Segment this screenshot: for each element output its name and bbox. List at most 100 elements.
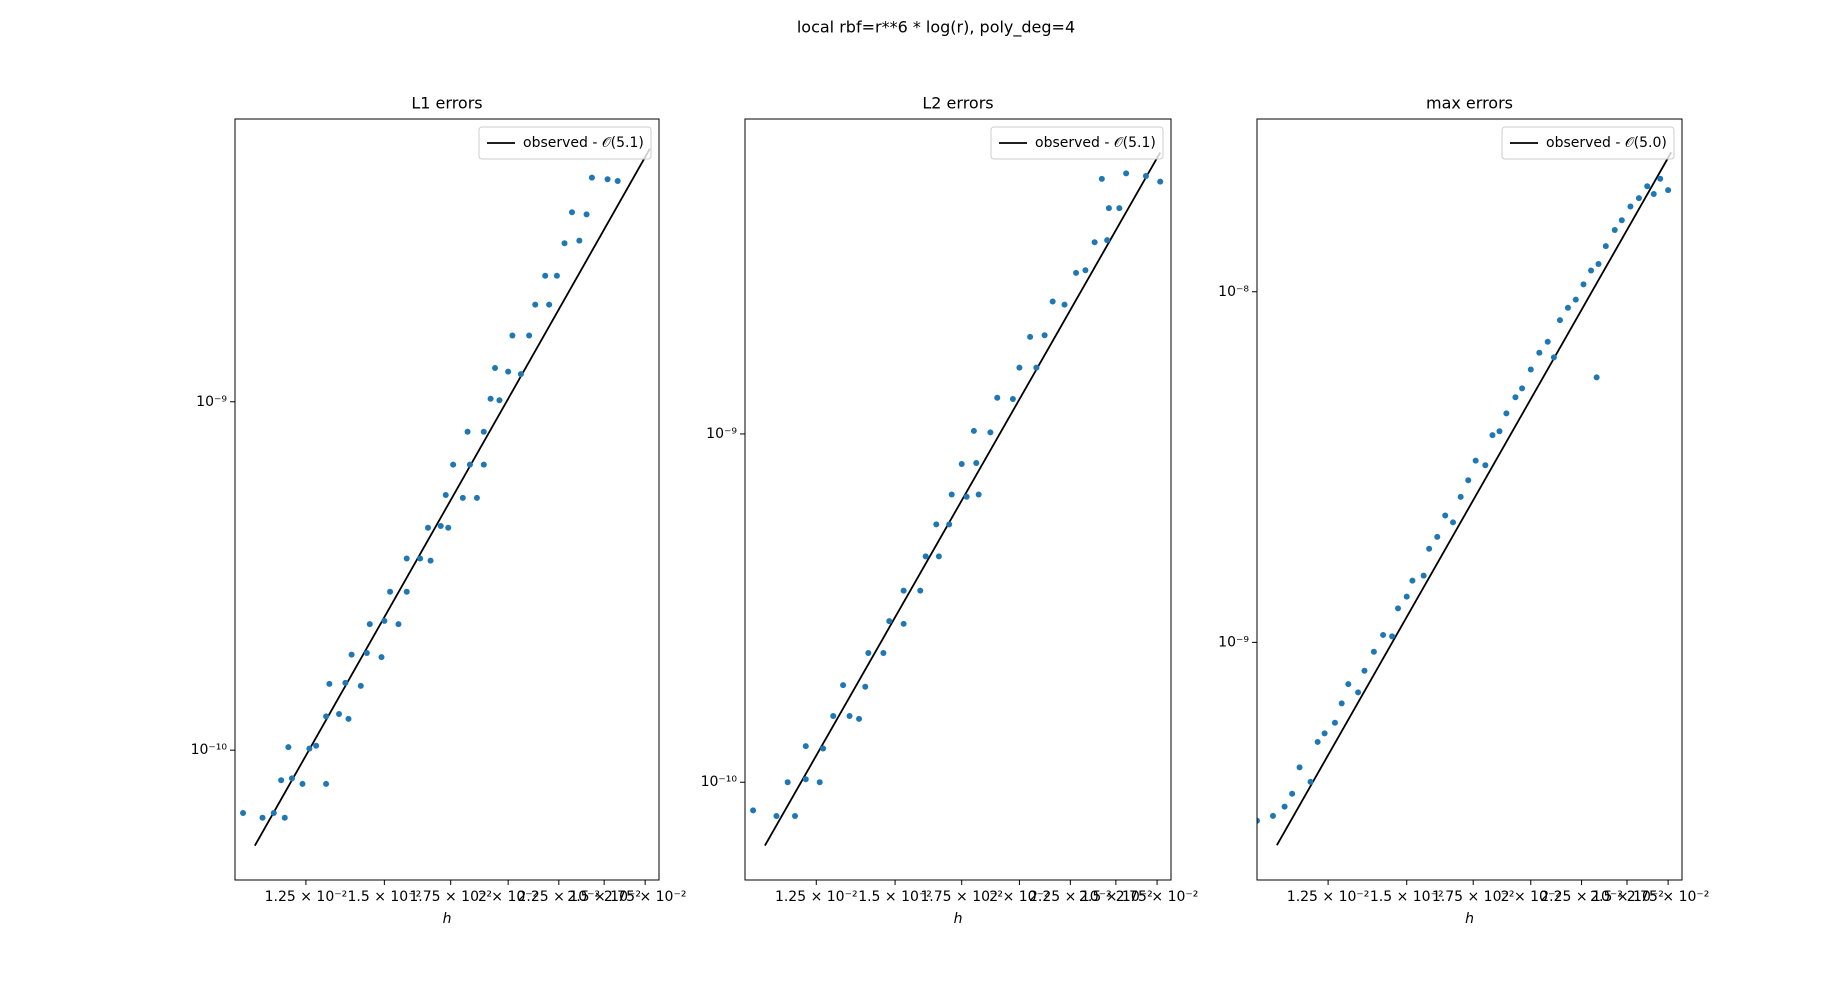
- data-point: [445, 524, 452, 531]
- data-point: [306, 745, 313, 752]
- data-point: [336, 711, 343, 718]
- x-tick-label: 2.25 × 10⁻²: [1029, 889, 1112, 905]
- data-point: [326, 680, 333, 687]
- x-tick-label: 1.5 × 10⁻²: [1370, 889, 1444, 905]
- data-point: [1257, 817, 1260, 824]
- data-point: [614, 178, 621, 185]
- data-point: [1602, 243, 1609, 250]
- data-point: [1644, 183, 1651, 190]
- data-point: [464, 428, 471, 435]
- data-point: [856, 715, 863, 722]
- data-point: [820, 745, 827, 752]
- data-point: [886, 618, 893, 625]
- axes-frame: [234, 118, 660, 881]
- data-point: [1314, 738, 1321, 745]
- data-point: [970, 427, 977, 434]
- data-point: [1269, 812, 1276, 819]
- x-tick-label: 2.75 × 10⁻²: [604, 889, 687, 905]
- data-point: [948, 491, 955, 498]
- data-point: [816, 779, 823, 786]
- x-tick-label: 2.5 × 10⁻²: [1079, 889, 1153, 905]
- data-point: [1061, 301, 1068, 308]
- subplot-title: L1 errors: [411, 94, 482, 113]
- data-point: [1073, 269, 1080, 276]
- data-point: [417, 555, 424, 562]
- data-point: [1420, 572, 1427, 579]
- data-point: [395, 621, 402, 628]
- data-point: [1296, 764, 1303, 771]
- data-point: [459, 494, 466, 501]
- data-point: [1426, 545, 1433, 552]
- legend-box: [1501, 126, 1675, 160]
- plot-area: [1257, 151, 1673, 846]
- data-point: [561, 240, 568, 247]
- data-point: [348, 651, 355, 658]
- data-point: [773, 812, 780, 819]
- x-tick-label: 1.75 × 10⁻²: [920, 889, 1003, 905]
- data-point: [750, 807, 757, 814]
- data-point: [1572, 296, 1579, 303]
- data-point: [496, 397, 503, 404]
- data-point: [862, 683, 869, 690]
- data-point: [946, 521, 953, 528]
- data-point: [1665, 187, 1672, 194]
- x-tick-label: 2 × 10⁻²: [1501, 889, 1561, 905]
- data-point: [802, 743, 809, 750]
- data-point: [802, 776, 809, 783]
- data-point: [917, 587, 924, 594]
- y-tick-label: 10⁻⁸: [1218, 284, 1249, 300]
- legend-label: observed - 𝒪(5.1): [1035, 135, 1156, 151]
- x-tick-label: 1.25 × 10⁻²: [1287, 889, 1370, 905]
- data-point: [1489, 432, 1496, 439]
- subplot-title: max errors: [1426, 94, 1513, 113]
- data-point: [342, 679, 349, 686]
- data-point: [509, 332, 516, 339]
- data-point: [935, 553, 942, 560]
- data-point: [323, 713, 330, 720]
- data-point: [1033, 364, 1040, 371]
- data-point: [1091, 239, 1098, 246]
- data-point: [1472, 457, 1479, 464]
- data-point: [1389, 633, 1396, 640]
- data-point: [1157, 178, 1164, 185]
- data-point: [466, 461, 473, 468]
- data-point: [278, 777, 285, 784]
- y-tick-label: 10⁻⁹: [196, 394, 227, 410]
- legend-box: [478, 126, 652, 160]
- data-point: [542, 272, 549, 279]
- fit-line: [1276, 151, 1673, 846]
- data-point: [1434, 533, 1441, 540]
- data-point: [403, 588, 410, 595]
- x-tick-label: 1.75 × 10⁻²: [1432, 889, 1515, 905]
- data-point: [830, 712, 837, 719]
- data-point: [1496, 428, 1503, 435]
- data-point: [1123, 170, 1130, 177]
- data-point: [285, 744, 292, 751]
- data-point: [381, 617, 388, 624]
- data-point: [1338, 700, 1345, 707]
- y-tick-label: 10⁻¹⁰: [701, 774, 738, 790]
- data-point: [1457, 493, 1464, 500]
- data-point: [1361, 667, 1368, 674]
- x-axis-label: h: [1465, 911, 1474, 927]
- data-point: [437, 522, 444, 529]
- legend: observed - 𝒪(5.1): [990, 126, 1164, 160]
- data-point: [1580, 281, 1587, 288]
- data-point: [1142, 173, 1149, 180]
- x-tick-label: 2.5 × 10⁻²: [1590, 889, 1664, 905]
- data-point: [1281, 803, 1288, 810]
- data-point: [323, 780, 330, 787]
- data-point: [378, 654, 385, 661]
- y-tick-label: 10⁻⁹: [1218, 634, 1249, 650]
- data-point: [900, 620, 907, 627]
- data-point: [1105, 205, 1112, 212]
- x-tick-label: 1.75 × 10⁻²: [409, 889, 492, 905]
- data-point: [1482, 462, 1489, 469]
- legend-box: [990, 126, 1164, 160]
- data-point: [840, 682, 847, 689]
- data-point: [450, 461, 457, 468]
- data-point: [1409, 577, 1416, 584]
- data-point: [784, 779, 791, 786]
- data-point: [846, 712, 853, 719]
- data-point: [313, 742, 320, 749]
